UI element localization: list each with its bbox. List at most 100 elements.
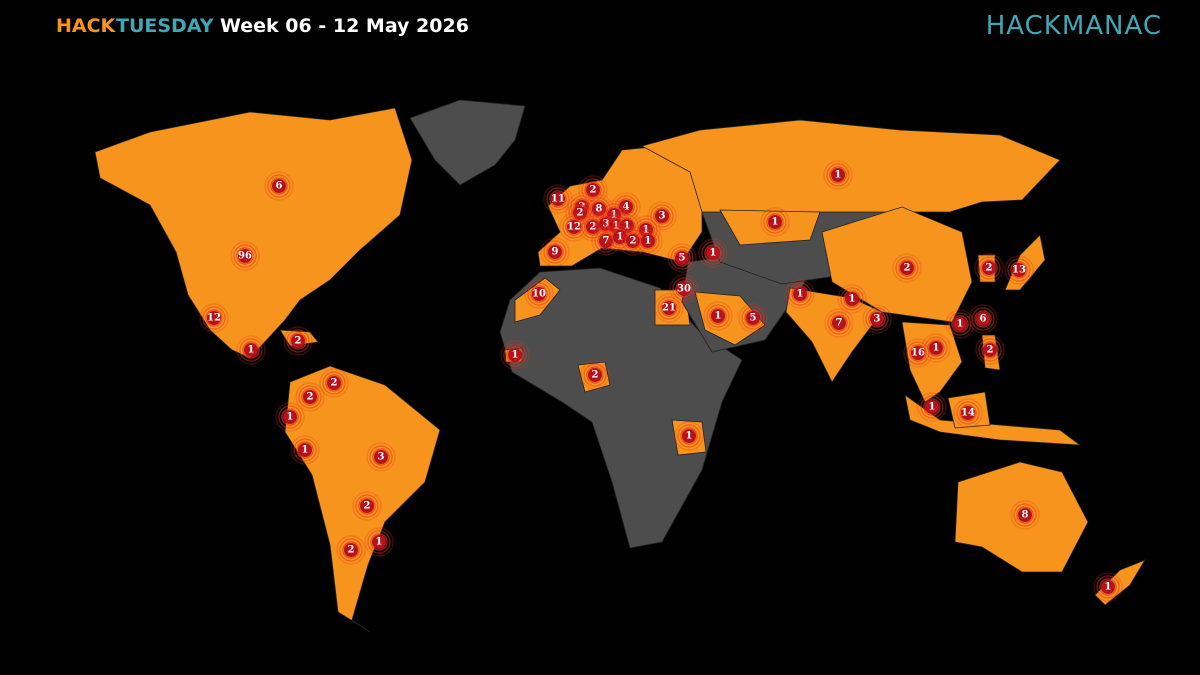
marker-halo xyxy=(500,340,530,370)
marker-halo xyxy=(672,277,696,301)
brand-tuesday: TUESDAY xyxy=(116,15,214,37)
marker-count: 8 xyxy=(1022,510,1029,521)
marker xyxy=(344,543,358,557)
marker-count: 3 xyxy=(378,452,385,463)
marker-halo xyxy=(580,360,610,390)
marker-halo xyxy=(506,346,524,364)
marker-halo xyxy=(978,338,1002,362)
marker-halo xyxy=(868,310,886,328)
marker xyxy=(706,246,720,260)
marker xyxy=(768,215,782,229)
marker-halo xyxy=(921,333,951,363)
marker-halo xyxy=(971,307,995,331)
marker-halo xyxy=(741,306,765,330)
marker xyxy=(832,316,846,330)
marker-halo xyxy=(826,163,850,187)
marker-halo xyxy=(975,335,1005,365)
marker-halo xyxy=(639,232,657,250)
marker-halo xyxy=(738,303,768,333)
marker-halo xyxy=(1016,506,1034,524)
marker xyxy=(831,168,845,182)
marker xyxy=(592,202,606,216)
marker-count: 1 xyxy=(302,445,309,456)
marker-halo xyxy=(503,343,527,367)
marker-halo xyxy=(709,307,727,325)
marker-halo xyxy=(843,290,861,308)
marker xyxy=(508,348,522,362)
marker xyxy=(662,301,676,315)
marker-count: 1 xyxy=(643,225,650,236)
marker-halo xyxy=(267,174,291,198)
marker-halo xyxy=(270,177,288,195)
marker-count: 1 xyxy=(624,221,631,232)
marker-halo xyxy=(633,226,663,256)
marker-halo xyxy=(704,244,722,262)
marker-count: 10 xyxy=(532,289,546,300)
north-america xyxy=(94,107,413,359)
southeast-asia xyxy=(901,321,963,403)
marker-count: 2 xyxy=(592,370,599,381)
marker-halo xyxy=(837,284,867,314)
marker-count: 2 xyxy=(987,345,994,356)
marker-count: 2 xyxy=(307,392,314,403)
marker-halo xyxy=(205,309,223,327)
marker-halo xyxy=(527,282,551,306)
marker-halo xyxy=(840,287,864,311)
marker xyxy=(588,368,602,382)
marker-halo xyxy=(653,207,671,225)
marker xyxy=(207,311,221,325)
marker-halo xyxy=(583,363,607,387)
marker-halo xyxy=(1099,578,1117,596)
marker-halo xyxy=(701,241,725,265)
marker-halo xyxy=(698,238,728,268)
marker-halo xyxy=(581,178,605,202)
marker xyxy=(599,234,613,248)
marker-count: 1 xyxy=(686,431,693,442)
marker-halo xyxy=(325,374,343,392)
marker xyxy=(711,309,725,323)
marker-count: 2 xyxy=(590,185,597,196)
marker-halo xyxy=(1004,255,1034,285)
marker-count: 8 xyxy=(596,204,603,215)
greenland xyxy=(409,99,526,186)
marker-halo xyxy=(823,160,853,190)
marker-halo xyxy=(956,401,980,425)
marker-halo xyxy=(744,309,762,327)
marker-halo xyxy=(827,311,851,335)
marker-halo xyxy=(647,201,677,231)
marker-halo xyxy=(654,293,684,323)
marker-halo xyxy=(278,405,302,429)
marker xyxy=(327,376,341,390)
marker xyxy=(586,220,600,234)
marker-count: 5 xyxy=(679,253,686,264)
marker-halo xyxy=(290,435,320,465)
marker-halo xyxy=(289,332,307,350)
marker-halo xyxy=(370,533,388,551)
africa xyxy=(499,267,743,549)
marker-halo xyxy=(703,301,733,331)
marker-halo xyxy=(202,306,226,330)
marker-count: 6 xyxy=(276,181,283,192)
marker-halo xyxy=(650,204,674,228)
marker-halo xyxy=(829,166,847,184)
marker xyxy=(303,390,317,404)
week-label: Week 06 - 12 May 2026 xyxy=(220,15,469,37)
marker-halo xyxy=(981,341,999,359)
marker-halo xyxy=(968,304,998,334)
marker xyxy=(532,287,546,301)
marker-halo xyxy=(296,441,314,459)
marker-halo xyxy=(540,237,570,267)
marker-halo xyxy=(1013,503,1037,527)
marker-count: 1 xyxy=(957,319,964,330)
marker-count: 2 xyxy=(986,263,993,274)
marker-halo xyxy=(865,307,889,331)
marker-halo xyxy=(281,408,299,426)
marker-count: 30 xyxy=(677,284,691,295)
marker-halo xyxy=(667,243,697,273)
marker-count: 1 xyxy=(613,221,620,232)
marker xyxy=(746,311,760,325)
markers: 6961212221132211122284131223111712195110… xyxy=(199,160,1123,602)
marker xyxy=(911,346,925,360)
marker xyxy=(682,429,696,443)
